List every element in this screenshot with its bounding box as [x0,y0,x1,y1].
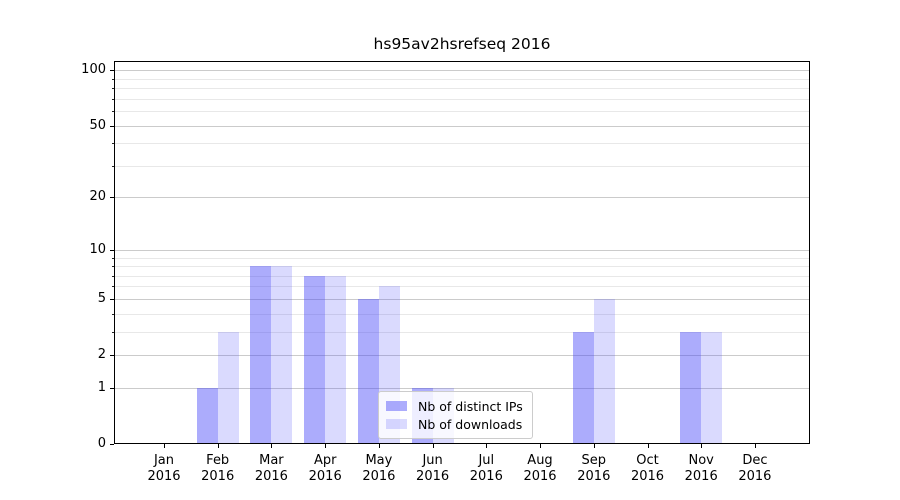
y-minor-tick-mark [112,98,114,100]
y-minor-tick-mark [112,286,114,288]
minor-gridline [114,78,810,80]
minor-gridline [114,331,810,333]
x-tick-label: Mar 2016 [254,453,288,484]
y-minor-tick-mark [112,88,114,89]
legend-label-distinct-ips: Nb of distinct IPs [418,398,523,414]
bar-downloads-mar [271,266,293,444]
bar-downloads-sep [593,298,615,444]
x-tick-label: Jul 2016 [469,453,503,484]
legend-item-distinct-ips: Nb of distinct IPs [386,397,523,415]
x-tick-mark [540,444,541,448]
y-tick-label: 0 [97,436,106,451]
x-tick-label: May 2016 [362,453,396,484]
bar-downloads-feb [217,331,239,444]
x-tick-label: Aug 2016 [523,453,557,484]
bar-distinct-ips-may [357,298,379,444]
x-tick-label: Apr 2016 [308,453,342,484]
x-tick-mark [647,444,649,448]
y-minor-tick-mark [112,78,114,80]
minor-gridline [114,275,810,277]
y-tick-label: 50 [89,117,106,133]
x-tick-mark [754,444,756,448]
y-minor-tick-mark [112,143,114,145]
y-minor-tick-mark [112,110,114,112]
y-tick-label: 1 [97,379,106,395]
major-gridline [114,70,810,72]
minor-gridline [114,110,810,112]
y-tick-mark [110,444,114,445]
x-tick-label: Sep 2016 [577,453,611,484]
x-tick-label: Nov 2016 [684,453,718,484]
x-tick-mark [271,444,273,448]
x-tick-mark [432,444,434,448]
x-tick-label: Feb 2016 [201,453,235,484]
y-tick-label: 10 [89,241,106,257]
bar-distinct-ips-mar [250,266,272,444]
minor-gridline [114,165,810,167]
x-tick-mark [486,444,488,448]
bar-downloads-apr [325,275,347,444]
y-tick-label: 5 [97,290,106,306]
y-tick-mark [110,125,114,127]
y-tick-label: 2 [97,347,106,362]
x-tick-mark [701,444,703,448]
x-tick-mark [325,444,327,448]
y-minor-tick-mark [112,331,114,333]
minor-gridline [114,88,810,89]
major-gridline [114,125,810,127]
major-gridline [114,355,810,356]
legend-item-downloads: Nb of downloads [386,415,523,433]
y-tick-mark [110,355,114,356]
legend-swatch-downloads-icon [386,419,407,429]
bar-distinct-ips-apr [304,275,326,444]
x-tick-mark [164,444,165,448]
y-tick-label: 20 [89,189,106,205]
legend-label-downloads: Nb of downloads [418,416,523,432]
y-minor-tick-mark [112,257,114,259]
x-tick-mark [593,444,595,448]
minor-gridline [114,143,810,145]
x-tick-label: Jun 2016 [416,453,450,484]
bar-distinct-ips-nov [680,331,702,444]
minor-gridline [114,313,810,315]
major-gridline [114,298,810,300]
minor-gridline [114,98,810,100]
major-gridline [114,197,810,199]
minor-gridline [114,286,810,288]
x-tick-label: Dec 2016 [738,453,772,484]
legend-swatch-distinct-ips-icon [386,401,407,411]
plot-area [114,61,810,444]
x-tick-label: Oct 2016 [630,453,665,484]
major-gridline [114,249,810,251]
bar-distinct-ips-feb [196,387,218,444]
y-minor-tick-mark [112,165,114,167]
legend: Nb of distinct IPs Nb of downloads [378,391,533,439]
y-tick-mark [110,298,114,300]
minor-gridline [114,257,810,259]
y-minor-tick-mark [112,266,114,267]
y-minor-tick-mark [112,313,114,315]
minor-gridline [114,266,810,267]
x-tick-mark [378,444,380,448]
bar-distinct-ips-sep [572,331,594,444]
chart-title: hs95av2hsrefseq 2016 [373,35,551,53]
y-tick-label: 100 [81,62,106,78]
y-minor-tick-mark [112,275,114,277]
x-tick-label: Jan 2016 [147,453,181,484]
y-tick-mark [110,387,114,389]
bar-downloads-nov [701,331,723,444]
y-tick-mark [110,70,114,72]
major-gridline [114,387,810,389]
y-tick-mark [110,197,114,199]
x-tick-mark [217,444,219,448]
y-tick-mark [110,249,114,251]
